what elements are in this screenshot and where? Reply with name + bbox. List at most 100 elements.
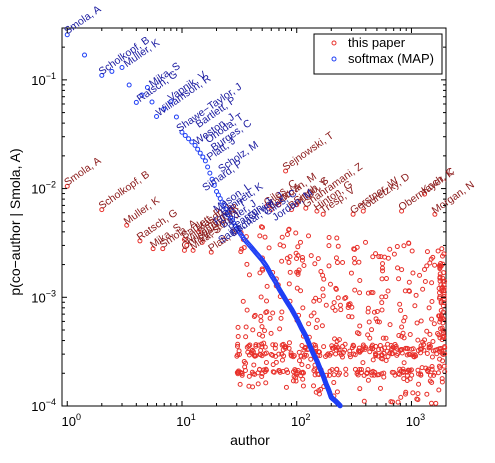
softmax-point xyxy=(161,106,167,112)
this-paper-point xyxy=(439,246,445,252)
this-paper-point xyxy=(272,342,278,348)
this-paper-point xyxy=(124,222,130,228)
this-paper-point xyxy=(266,245,272,251)
this-paper-point xyxy=(343,371,349,377)
this-paper-point xyxy=(380,335,386,341)
this-paper-point xyxy=(272,345,278,351)
this-paper-point xyxy=(391,251,397,257)
this-paper-point xyxy=(379,300,385,306)
y-tick-label: 10−1 xyxy=(31,71,56,88)
this-paper-point xyxy=(432,262,438,268)
this-paper-point xyxy=(399,324,405,330)
this-paper-point xyxy=(300,370,306,376)
this-paper-point xyxy=(357,290,363,296)
this-paper-point xyxy=(299,362,305,368)
this-paper-point xyxy=(330,305,336,311)
this-paper-point xyxy=(284,232,290,238)
this-paper-point xyxy=(235,324,241,330)
this-paper-point xyxy=(264,203,270,209)
this-paper-point xyxy=(276,202,282,208)
this-paper-point xyxy=(263,380,269,386)
softmax-point xyxy=(119,64,125,70)
this-paper-point xyxy=(430,339,436,345)
this-paper-point xyxy=(347,348,353,354)
softmax-point xyxy=(173,114,179,120)
this-paper-point xyxy=(437,274,443,280)
this-paper-point xyxy=(277,242,283,248)
this-paper-point xyxy=(439,376,445,382)
this-paper-point xyxy=(360,360,366,366)
this-paper-point xyxy=(99,207,105,213)
this-paper-point xyxy=(364,370,370,376)
this-paper-point xyxy=(270,342,276,348)
this-paper-point xyxy=(273,353,279,359)
this-paper-point xyxy=(346,302,352,308)
this-paper-point xyxy=(263,360,269,366)
this-paper-point xyxy=(337,302,343,308)
this-paper-point xyxy=(333,255,339,261)
this-paper-point xyxy=(439,350,445,356)
softmax-series xyxy=(64,32,343,409)
this-paper-author-label: Smola, A xyxy=(62,155,103,189)
softmax-point xyxy=(186,136,192,142)
this-paper-point xyxy=(333,351,339,357)
this-paper-point xyxy=(400,368,406,374)
x-axis-label: author xyxy=(230,432,270,448)
this-paper-point xyxy=(436,387,442,393)
this-paper-point xyxy=(349,314,355,320)
this-paper-point xyxy=(365,290,371,296)
this-paper-point xyxy=(412,303,418,309)
this-paper-point xyxy=(441,363,447,369)
this-paper-point xyxy=(267,315,273,321)
this-paper-point xyxy=(429,354,435,360)
this-paper-point xyxy=(293,378,299,384)
this-paper-point xyxy=(262,328,268,334)
this-paper-point xyxy=(415,391,421,397)
this-paper-point xyxy=(235,334,241,340)
this-paper-point xyxy=(340,350,346,356)
this-paper-point xyxy=(426,305,432,311)
this-paper-point xyxy=(296,358,302,364)
this-paper-point xyxy=(298,288,304,294)
this-paper-point xyxy=(311,310,317,316)
this-paper-point xyxy=(340,343,346,349)
this-paper-point xyxy=(357,278,363,284)
this-paper-point xyxy=(347,354,353,360)
this-paper-point xyxy=(251,314,257,320)
softmax-point xyxy=(200,154,206,160)
this-paper-point xyxy=(293,230,299,236)
this-paper-point xyxy=(249,348,255,354)
this-paper-point xyxy=(427,331,433,337)
this-paper-point xyxy=(355,369,361,375)
this-paper-point xyxy=(388,347,394,353)
this-paper-point xyxy=(369,370,375,376)
this-paper-point xyxy=(374,318,380,324)
this-paper-point xyxy=(352,287,358,293)
this-paper-point xyxy=(398,394,404,400)
this-paper-point xyxy=(208,249,214,255)
this-paper-point xyxy=(334,366,340,372)
this-paper-point xyxy=(437,319,443,325)
this-paper-point xyxy=(372,369,378,375)
this-paper-point xyxy=(407,352,413,358)
this-paper-point xyxy=(442,278,448,284)
this-paper-point xyxy=(260,224,266,230)
this-paper-point xyxy=(260,333,266,339)
this-paper-point xyxy=(257,233,263,239)
this-paper-point xyxy=(404,372,410,378)
this-paper-point xyxy=(420,286,426,292)
this-paper-point xyxy=(244,307,250,313)
this-paper-point xyxy=(370,290,376,296)
this-paper-point xyxy=(380,261,386,267)
this-paper-point xyxy=(416,381,422,387)
this-paper-point xyxy=(366,319,372,325)
this-paper-point xyxy=(243,360,249,366)
this-paper-point xyxy=(238,369,244,375)
this-paper-point xyxy=(357,323,363,329)
this-paper-point xyxy=(373,251,379,257)
this-paper-point xyxy=(432,211,438,217)
this-paper-point xyxy=(368,289,374,295)
this-paper-point xyxy=(409,248,415,254)
this-paper-point xyxy=(239,246,245,252)
this-paper-point xyxy=(389,369,395,375)
